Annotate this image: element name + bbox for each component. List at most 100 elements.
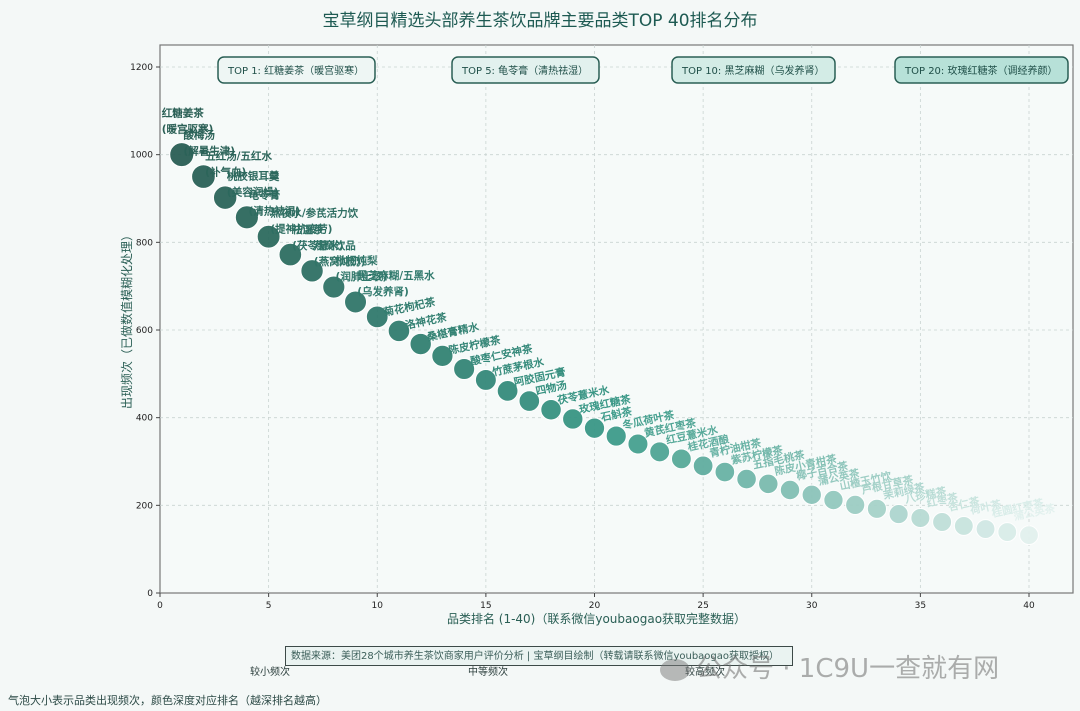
bubble[interactable]: [387, 319, 411, 343]
svg-text:龟苓膏: 龟苓膏: [248, 189, 281, 202]
bubble-label: 熬夜水/参芪活力饮 (提神抗疲劳): [270, 207, 358, 236]
bubble-label: 酸梅汤 (解暑生津): [183, 129, 235, 158]
bubble-label: 五红汤/五红水 (补气血): [205, 150, 272, 179]
bubble[interactable]: [845, 494, 866, 515]
bubble[interactable]: [953, 515, 974, 536]
bubble[interactable]: [365, 305, 389, 329]
bubble-label: 枇杷炖梨 (润肺止咳): [336, 254, 388, 283]
svg-text:TOP 20: 玫瑰红糖茶（调经养颜）: TOP 20: 玫瑰红糖茶（调经养颜）: [904, 64, 1057, 77]
bubble[interactable]: [779, 479, 801, 501]
bubble[interactable]: [300, 259, 324, 283]
bubble[interactable]: [932, 512, 953, 532]
bubble[interactable]: [670, 448, 692, 470]
x-tick-label: 30: [806, 601, 818, 611]
svg-text:枇杷炖梨: 枇杷炖梨: [336, 254, 378, 267]
plot-area: [159, 44, 1074, 594]
bubble[interactable]: [518, 390, 541, 412]
bubble[interactable]: [256, 224, 281, 249]
x-axis-label: 品类排名 (1-40)（联系微信youbaogao获取完整数据）: [447, 611, 746, 626]
bubble[interactable]: [474, 369, 497, 391]
bubble[interactable]: [278, 242, 303, 267]
bubble[interactable]: [627, 433, 649, 455]
x-tick-label: 10: [372, 601, 384, 611]
x-tick-label: 20: [589, 601, 601, 611]
bubble[interactable]: [322, 275, 346, 299]
bubble-label: 桃胶银耳羹 (美容润燥): [227, 169, 280, 198]
bubble[interactable]: [823, 489, 844, 511]
svg-text:酸梅汤: 酸梅汤: [183, 129, 215, 142]
bubble[interactable]: [736, 468, 757, 490]
bubble[interactable]: [344, 290, 368, 314]
y-tick-label: 0: [147, 589, 153, 599]
svg-text:TOP 10: 黑芝麻糊（乌发养肾）: TOP 10: 黑芝麻糊（乌发养肾）: [681, 64, 824, 77]
svg-text:(解暑生津): (解暑生津): [183, 145, 235, 158]
callout-box: TOP 5: 龟苓膏（清热祛湿）: [451, 56, 600, 84]
y-axis-label: 出现频次（已做数值模糊化处理）: [119, 229, 134, 409]
bubble[interactable]: [583, 417, 606, 439]
bubble[interactable]: [692, 455, 714, 477]
x-tick-label: 15: [480, 601, 491, 611]
bubble[interactable]: [801, 484, 822, 505]
svg-text:(补气血): (补气血): [205, 166, 246, 179]
x-tick-label: 0: [157, 601, 163, 611]
bubble[interactable]: [975, 519, 996, 539]
bubble[interactable]: [910, 508, 931, 529]
svg-text:(清热祛湿): (清热祛湿): [249, 205, 301, 218]
y-tick-label: 1000: [130, 151, 153, 161]
bubble[interactable]: [997, 522, 1018, 542]
size-legend-large: 较高频次: [685, 667, 725, 678]
bubble[interactable]: [169, 142, 195, 168]
bubble-label: 黑芝麻糊/五黑水 (乌发养肾): [357, 269, 435, 298]
bubble[interactable]: [562, 408, 584, 430]
svg-text:黑芝麻糊/五黑水: 黑芝麻糊/五黑水: [357, 269, 435, 282]
svg-text:(暖宫驱寒): (暖宫驱寒): [162, 123, 214, 136]
bubble-label: 燕窝饮品 (燕窝炖奶): [314, 239, 366, 268]
svg-text:(乌发养肾): (乌发养肾): [357, 285, 409, 298]
svg-text:TOP 1: 红糖姜茶（暖宫驱寒）: TOP 1: 红糖姜茶（暖宫驱寒）: [227, 64, 364, 77]
bubble-label: 红糖姜茶 (暖宫驱寒): [162, 107, 214, 136]
bubble-label: 祛湿茶 (茯苓薏米): [291, 223, 344, 252]
y-tick-label: 800: [136, 238, 153, 248]
svg-text:熬夜水/参芪活力饮: 熬夜水/参芪活力饮: [270, 207, 358, 220]
bubble[interactable]: [866, 498, 888, 519]
x-tick-label: 5: [266, 601, 272, 611]
watermark-text: 公众号 · 1C9U一查就有网: [696, 654, 1000, 684]
bubble[interactable]: [1019, 525, 1039, 546]
bubble[interactable]: [191, 164, 216, 189]
svg-text:五红汤/五红水: 五红汤/五红水: [205, 150, 272, 163]
y-tick-label: 400: [136, 414, 153, 424]
bubble[interactable]: [540, 399, 562, 421]
bubble-legend-note: 气泡大小表示品类出现频次，颜色深度对应排名（越深排名越高）: [8, 694, 327, 707]
bubble[interactable]: [496, 380, 519, 402]
callout-box: TOP 20: 玫瑰红糖茶（调经养颜）: [894, 56, 1069, 84]
x-tick-label: 25: [697, 601, 708, 611]
svg-text:燕窝饮品: 燕窝饮品: [314, 239, 356, 252]
y-tick-label: 1200: [130, 63, 153, 73]
x-tick-label: 40: [1023, 601, 1035, 611]
chart-title: 宝草纲目精选头部养生茶饮品牌主要品类TOP 40排名分布: [322, 11, 758, 31]
bubble[interactable]: [431, 344, 454, 367]
bubble[interactable]: [649, 441, 671, 463]
bubble[interactable]: [714, 461, 736, 483]
size-legend-small: 较小频次: [250, 667, 290, 678]
bubble-label: 龟苓膏 (清热祛湿): [248, 189, 301, 218]
y-tick-label: 600: [136, 326, 153, 336]
callout-box: TOP 10: 黑芝麻糊（乌发养肾）: [671, 56, 836, 84]
svg-text:(提神抗疲劳): (提神抗疲劳): [270, 223, 332, 236]
svg-text:祛湿茶: 祛湿茶: [291, 223, 324, 236]
bubble[interactable]: [234, 205, 259, 230]
bubble[interactable]: [453, 357, 476, 381]
y-tick-label: 200: [136, 501, 153, 511]
bubble[interactable]: [888, 504, 909, 525]
size-legend-medium: 中等频次: [468, 667, 508, 678]
svg-text:(美容润燥): (美容润燥): [227, 185, 279, 198]
bubble[interactable]: [605, 425, 627, 447]
svg-text:红糖姜茶: 红糖姜茶: [162, 107, 204, 120]
bubble[interactable]: [409, 332, 432, 356]
bubble[interactable]: [758, 473, 779, 495]
x-tick-label: 35: [915, 601, 926, 611]
callout-box: TOP 1: 红糖姜茶（暖宫驱寒）: [217, 56, 376, 84]
bubble[interactable]: [212, 185, 238, 210]
svg-text:(润肺止咳): (润肺止咳): [336, 270, 388, 283]
